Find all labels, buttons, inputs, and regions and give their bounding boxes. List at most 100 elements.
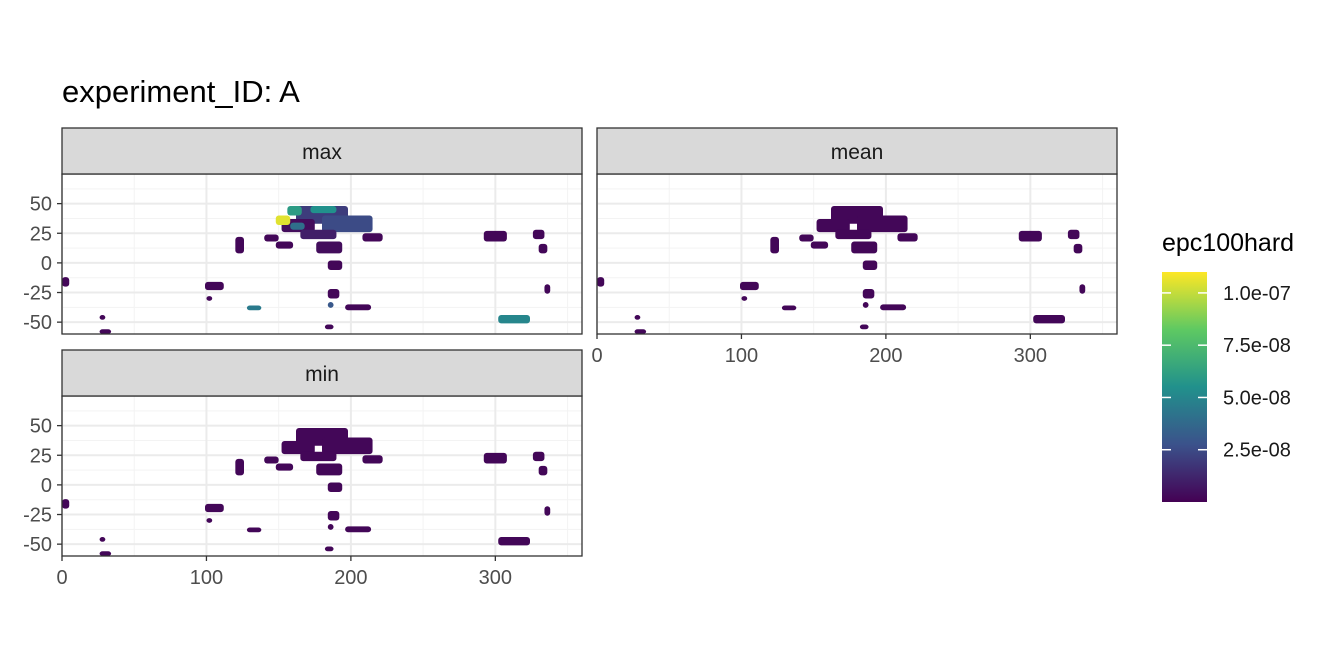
data-region bbox=[740, 281, 759, 291]
data-region bbox=[1018, 230, 1042, 242]
data-region bbox=[859, 324, 869, 330]
y-tick-label: 25 bbox=[30, 445, 52, 467]
data-hotspot bbox=[310, 206, 337, 214]
legend-colorbar bbox=[1162, 272, 1207, 502]
data-region bbox=[345, 304, 372, 311]
data-region bbox=[300, 451, 337, 462]
data-region bbox=[362, 233, 383, 242]
data-region bbox=[538, 243, 548, 254]
data-region bbox=[532, 229, 545, 240]
data-region bbox=[544, 284, 551, 294]
data-hotspot bbox=[275, 215, 291, 225]
data-region bbox=[816, 219, 850, 233]
x-tick-label: 300 bbox=[1014, 345, 1047, 367]
data-region bbox=[1073, 243, 1083, 254]
x-tick-label: 100 bbox=[190, 567, 223, 589]
facet-strip-label: mean bbox=[831, 141, 884, 164]
data-region bbox=[862, 288, 875, 299]
y-tick-label: -25 bbox=[23, 283, 52, 305]
data-region bbox=[498, 537, 530, 546]
legend-label: 2.5e-08 bbox=[1223, 440, 1291, 462]
data-region bbox=[324, 324, 334, 330]
data-region bbox=[810, 241, 829, 249]
data-region bbox=[851, 241, 878, 254]
x-tick-label: 0 bbox=[591, 345, 602, 367]
data-hotspot bbox=[287, 206, 302, 216]
data-region bbox=[532, 451, 545, 462]
panel-background bbox=[62, 396, 582, 556]
x-tick-label: 200 bbox=[334, 567, 367, 589]
data-region bbox=[206, 296, 213, 301]
data-region bbox=[205, 281, 224, 291]
y-tick-label: 0 bbox=[41, 253, 52, 275]
x-tick-label: 0 bbox=[56, 567, 67, 589]
data-region bbox=[235, 236, 244, 254]
data-region bbox=[862, 260, 878, 270]
data-region bbox=[897, 233, 918, 242]
data-region bbox=[1033, 315, 1065, 324]
data-region bbox=[597, 277, 605, 287]
data-region bbox=[498, 315, 530, 324]
legend-label: 5.0e-08 bbox=[1223, 387, 1291, 409]
data-region bbox=[634, 315, 641, 320]
data-region bbox=[99, 551, 112, 556]
data-region bbox=[880, 304, 907, 311]
data-region bbox=[322, 215, 373, 233]
facet-panel-mean: mean 0 100 200 300 bbox=[591, 127, 1118, 367]
data-region bbox=[362, 455, 383, 464]
y-tick-label: 25 bbox=[30, 223, 52, 245]
data-region bbox=[205, 503, 224, 513]
data-region bbox=[264, 456, 279, 464]
legend-label: 1.0e-07 bbox=[1223, 283, 1291, 305]
facet-panel-max: max 50 25 0 -25 -50 bbox=[23, 127, 583, 335]
facet-strip-label: max bbox=[302, 141, 342, 164]
data-region bbox=[327, 288, 340, 299]
data-region bbox=[99, 315, 106, 320]
data-region bbox=[345, 526, 372, 533]
data-region bbox=[327, 524, 334, 530]
data-region bbox=[206, 518, 213, 523]
y-tick-label: 50 bbox=[30, 416, 52, 438]
data-region bbox=[62, 499, 70, 509]
facet-strip-label: min bbox=[305, 363, 339, 386]
data-region bbox=[275, 241, 294, 249]
data-region bbox=[327, 302, 334, 308]
facet-strip bbox=[61, 349, 583, 397]
data-region bbox=[324, 546, 334, 552]
panel-background bbox=[597, 174, 1117, 334]
y-tick-label: -50 bbox=[23, 312, 52, 334]
data-region bbox=[862, 302, 869, 308]
data-region bbox=[1079, 284, 1086, 294]
y-tick-label: -50 bbox=[23, 534, 52, 556]
data-region bbox=[246, 527, 262, 533]
data-region bbox=[857, 215, 908, 233]
y-tick-label: 50 bbox=[30, 194, 52, 216]
data-region bbox=[327, 510, 340, 521]
data-region bbox=[538, 465, 548, 476]
x-tick-label: 300 bbox=[479, 567, 512, 589]
data-hotspot bbox=[290, 222, 305, 230]
data-region bbox=[246, 305, 262, 311]
data-region bbox=[634, 329, 647, 334]
data-region bbox=[741, 296, 748, 301]
data-region bbox=[483, 230, 507, 242]
data-region bbox=[99, 537, 106, 542]
data-region bbox=[275, 463, 294, 471]
panel-background bbox=[62, 174, 582, 334]
chart-title: experiment_ID: A bbox=[62, 74, 300, 109]
data-region bbox=[1067, 229, 1080, 240]
data-region bbox=[316, 241, 343, 254]
data-region bbox=[316, 463, 343, 476]
data-region bbox=[799, 234, 814, 242]
data-region bbox=[62, 277, 70, 287]
data-region bbox=[327, 482, 343, 492]
data-region bbox=[483, 452, 507, 464]
data-region bbox=[300, 229, 337, 240]
legend-label: 7.5e-08 bbox=[1223, 335, 1291, 357]
y-tick-label: -25 bbox=[23, 505, 52, 527]
legend-title: epc100hard bbox=[1162, 229, 1295, 257]
x-tick-label: 200 bbox=[869, 345, 902, 367]
y-tick-label: 0 bbox=[41, 475, 52, 497]
data-region bbox=[781, 305, 797, 311]
